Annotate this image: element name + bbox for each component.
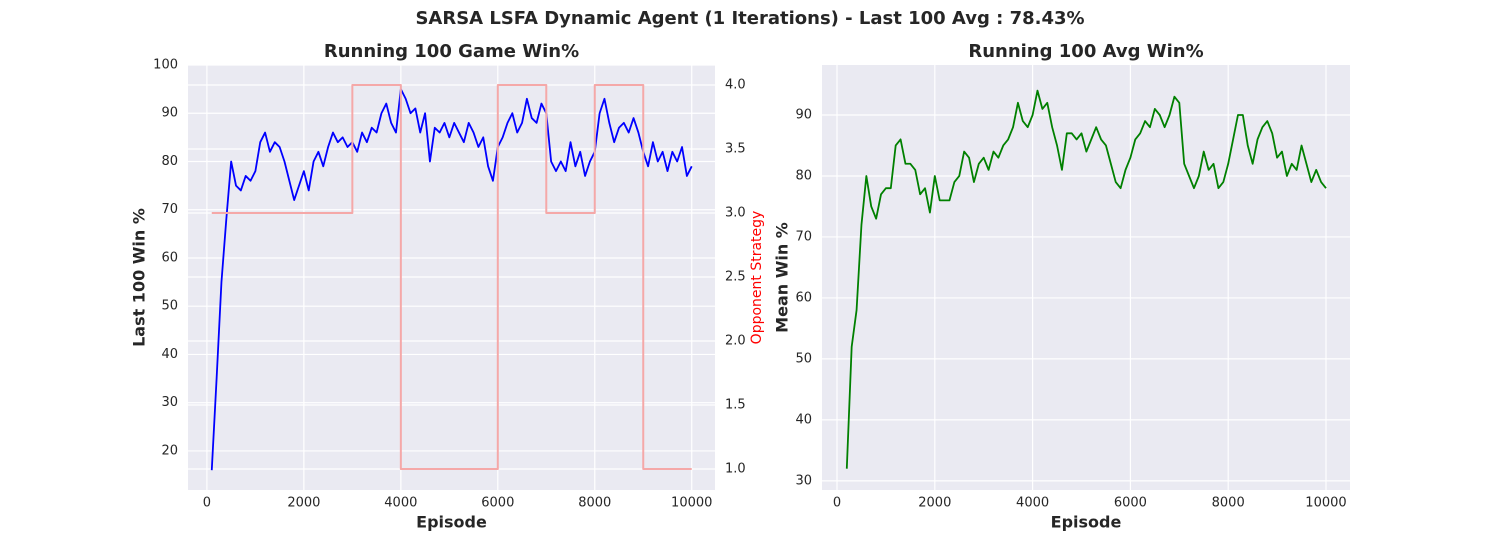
data-line [211,83,692,471]
y2-tick-label: 4.0 [725,77,746,92]
x-tick-label: 10000 [1305,496,1346,511]
y2-tick-label: 3.5 [725,141,746,156]
x-tick-label: 6000 [1114,496,1147,511]
y-tick-label: 90 [795,108,812,123]
y-tick-label: 60 [795,290,812,305]
y2-tick-label: 2.0 [725,333,746,348]
y2-tick-label: 1.5 [725,398,746,413]
y-tick-label: 40 [161,347,178,362]
x-tick-label: 6000 [481,496,514,511]
x-tick-label: 0 [203,496,211,511]
y-tick-label: 50 [161,299,178,314]
data-line [845,89,1327,469]
x-tick-label: 2000 [287,496,320,511]
data-line [210,88,693,471]
y-axis-label: Last 100 Win % [130,208,149,347]
y-tick-label: 80 [161,154,178,169]
y-tick-label: 40 [795,412,812,427]
chart-title: Running 100 Avg Win% [968,41,1203,62]
y2-tick-label: 1.0 [725,462,746,477]
x-tick-label: 4000 [1016,496,1049,511]
x-tick-label: 2000 [918,496,951,511]
y-tick-label: 80 [795,168,812,183]
y-tick-label: 30 [161,395,178,410]
y-tick-label: 70 [161,202,178,217]
y2-tick-label: 2.5 [725,269,746,284]
y-tick-label: 20 [161,443,178,458]
figure-title: SARSA LSFA Dynamic Agent (1 Iterations) … [415,8,1084,29]
y-tick-label: 60 [161,250,178,265]
chart-title: Running 100 Game Win% [324,41,579,62]
y-axis-label: Mean Win % [773,222,792,333]
x-tick-label: 8000 [578,496,611,511]
y-tick-label: 70 [795,229,812,244]
x-tick-label: 10000 [671,496,712,511]
x-axis-label: Episode [416,513,487,532]
y2-axis-label: Opponent Strategy [749,211,765,345]
y2-tick-label: 3.0 [725,205,746,220]
x-tick-label: 8000 [1212,496,1245,511]
y-tick-label: 30 [795,473,812,488]
plot-area [822,65,1350,490]
y-tick-label: 90 [161,106,178,121]
y-tick-label: 100 [153,58,178,73]
x-axis-label: Episode [1051,513,1122,532]
x-tick-label: 4000 [384,496,417,511]
x-tick-label: 0 [833,496,841,511]
y-tick-label: 50 [795,351,812,366]
